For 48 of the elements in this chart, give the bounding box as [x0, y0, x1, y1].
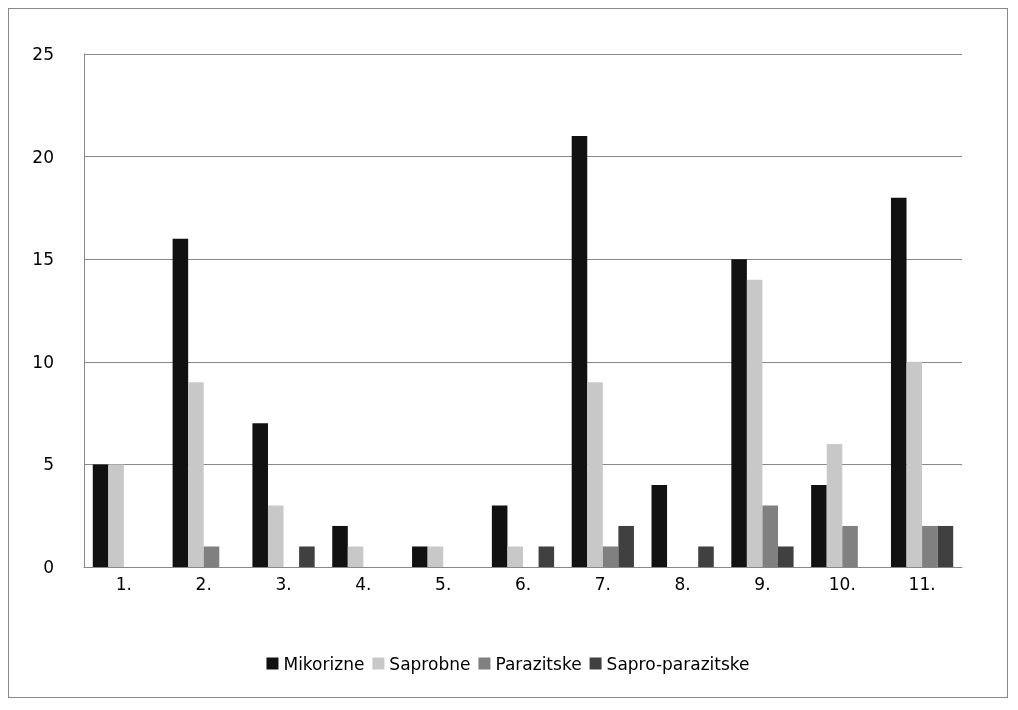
x-tick-label: 2. — [195, 573, 212, 594]
bar — [332, 525, 348, 567]
x-tick-label: 1. — [115, 573, 133, 594]
bar — [571, 136, 588, 567]
bar — [746, 279, 763, 567]
bar — [507, 546, 523, 567]
y-tick-label: 15 — [32, 249, 54, 270]
x-tick-label: 7. — [594, 573, 611, 594]
x-tick-label: 9. — [754, 573, 771, 594]
x-tick-label: 5. — [435, 573, 452, 594]
bar — [412, 546, 428, 567]
legend-label: Saprobne — [389, 653, 471, 674]
bar — [906, 361, 923, 567]
bar — [618, 525, 634, 567]
x-tick-label: 6. — [514, 573, 532, 594]
legend-label: Parazitske — [495, 653, 582, 674]
legend-label: Sapro-parazitske — [606, 653, 750, 674]
bar — [427, 546, 444, 567]
y-tick-label: 25 — [32, 44, 54, 64]
bar — [108, 464, 124, 567]
bar — [698, 546, 714, 567]
bar — [587, 382, 603, 567]
bar — [731, 259, 747, 567]
x-tick-label: 10. — [828, 573, 856, 594]
bar — [92, 464, 109, 567]
y-tick-label: 20 — [32, 146, 54, 167]
bar — [937, 525, 954, 567]
x-tick-label: 4. — [355, 573, 372, 594]
legend-label: Mikorizne — [283, 653, 365, 674]
bar — [538, 546, 555, 567]
bar — [299, 546, 315, 567]
x-tick-label: 8. — [674, 573, 691, 594]
bar — [172, 238, 189, 567]
y-tick-label: 5 — [43, 454, 54, 475]
bar — [267, 505, 284, 567]
x-tick-label: 11. — [908, 573, 936, 594]
bar — [252, 423, 268, 567]
bar — [778, 546, 794, 567]
bar — [826, 443, 843, 567]
bar — [651, 484, 668, 567]
y-tick-label: 0 — [43, 557, 54, 577]
y-tick-label: 10 — [32, 351, 54, 372]
bar — [491, 505, 508, 567]
bar — [347, 546, 364, 567]
bar — [188, 382, 204, 567]
x-tick-label: 3. — [275, 573, 292, 594]
bar — [811, 484, 827, 567]
bar — [890, 197, 907, 567]
